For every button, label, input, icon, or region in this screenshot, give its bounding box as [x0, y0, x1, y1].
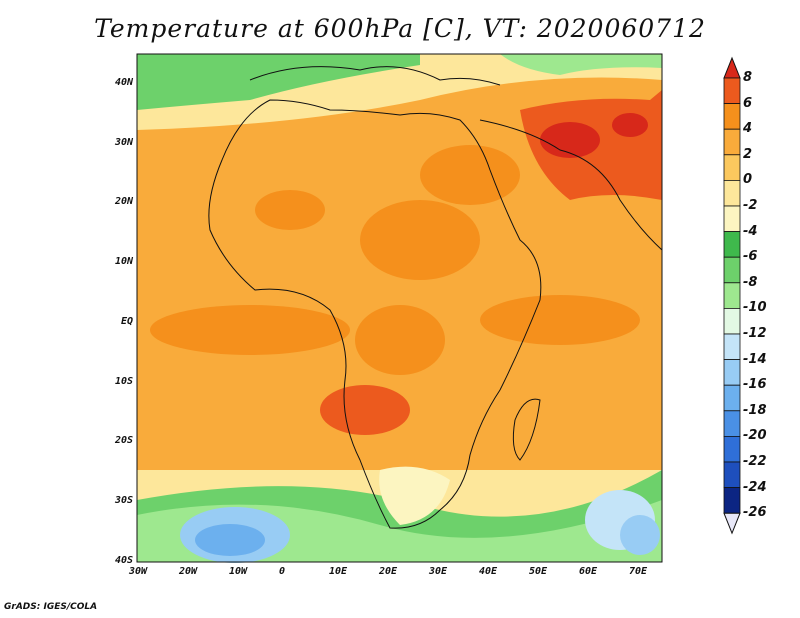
lon-tick-label: 70E: [629, 566, 648, 577]
lon-tick-label: 20W: [179, 566, 198, 577]
lat-tick-label: 20S: [114, 435, 133, 447]
colorbar-label: -16: [743, 377, 767, 393]
colorbar-bottom-arrow: [723, 512, 741, 535]
colorbar-label: -4: [743, 223, 758, 239]
colorbar-top-arrow: [723, 56, 741, 79]
colorbar-label: -8: [743, 274, 758, 290]
lat-tick-label: 30S: [114, 494, 133, 506]
colorbar-box: [723, 128, 741, 156]
coastlines: [208, 66, 663, 529]
colorbar-label: -22: [743, 454, 767, 469]
lon-tick-label: 10E: [329, 566, 348, 577]
colorbar-label: 0: [743, 172, 753, 188]
lon-tick-label: 0: [279, 566, 286, 577]
lat-tick-label: EQ: [120, 315, 133, 327]
colorbar-label: -6: [743, 249, 758, 265]
colorbar-box: [723, 384, 741, 412]
colorbar-label: -2: [743, 198, 758, 213]
colorbar-box: [723, 77, 741, 105]
grads-credit: GrADS: IGES/COLA: [4, 602, 98, 612]
lon-tick-label: 30E: [429, 566, 448, 577]
colorbar-box: [723, 231, 741, 258]
lon-tick-label: 20E: [379, 566, 398, 577]
colorbar-box: [723, 487, 741, 514]
lon-tick-label: 40E: [479, 566, 498, 577]
colorbar-box: [723, 435, 741, 463]
lat-tick-label: 30N: [114, 136, 133, 148]
lat-tick-label: 40N: [114, 77, 133, 88]
colorbar-box: [723, 333, 741, 361]
colorbar-box: [723, 307, 741, 335]
lat-tick-label: 10S: [114, 375, 133, 387]
colorbar: [723, 56, 741, 535]
colorbar-box: [723, 410, 741, 437]
colorbar-label: 8: [743, 70, 753, 85]
colorbar-box: [723, 359, 741, 386]
colorbar-box: [723, 154, 741, 181]
colorbar-label: 6: [743, 95, 753, 111]
colorbar-label: -18: [743, 402, 767, 418]
colorbar-label: -12: [743, 326, 767, 341]
lat-tick-label: 10N: [114, 256, 133, 268]
map-frame: [136, 53, 663, 563]
colorbar-label: -26: [743, 505, 767, 521]
lat-tick-label: 40S: [114, 554, 133, 566]
colorbar-box: [723, 179, 741, 207]
colorbar-label: 4: [743, 121, 753, 137]
colorbar-label: 2: [743, 146, 753, 162]
colorbar-box: [723, 461, 741, 489]
colorbar-box: [723, 205, 741, 233]
lon-tick-label: 60E: [579, 566, 598, 577]
colorbar-label: -14: [743, 351, 767, 367]
lon-tick-label: 10W: [229, 566, 248, 577]
lat-tick-label: 20N: [114, 196, 133, 208]
map-title: Temperature at 600hPa [C], VT: 202006071…: [94, 14, 706, 43]
lon-tick-label: 50E: [529, 566, 548, 577]
colorbar-label: -10: [743, 300, 767, 316]
temperature-field: [137, 54, 662, 563]
lon-tick-label: 30W: [129, 566, 148, 577]
colorbar-box: [723, 282, 741, 309]
colorbar-label: -20: [743, 428, 767, 444]
colorbar-box: [723, 103, 741, 130]
colorbar-box: [723, 256, 741, 284]
colorbar-label: -24: [743, 479, 767, 495]
